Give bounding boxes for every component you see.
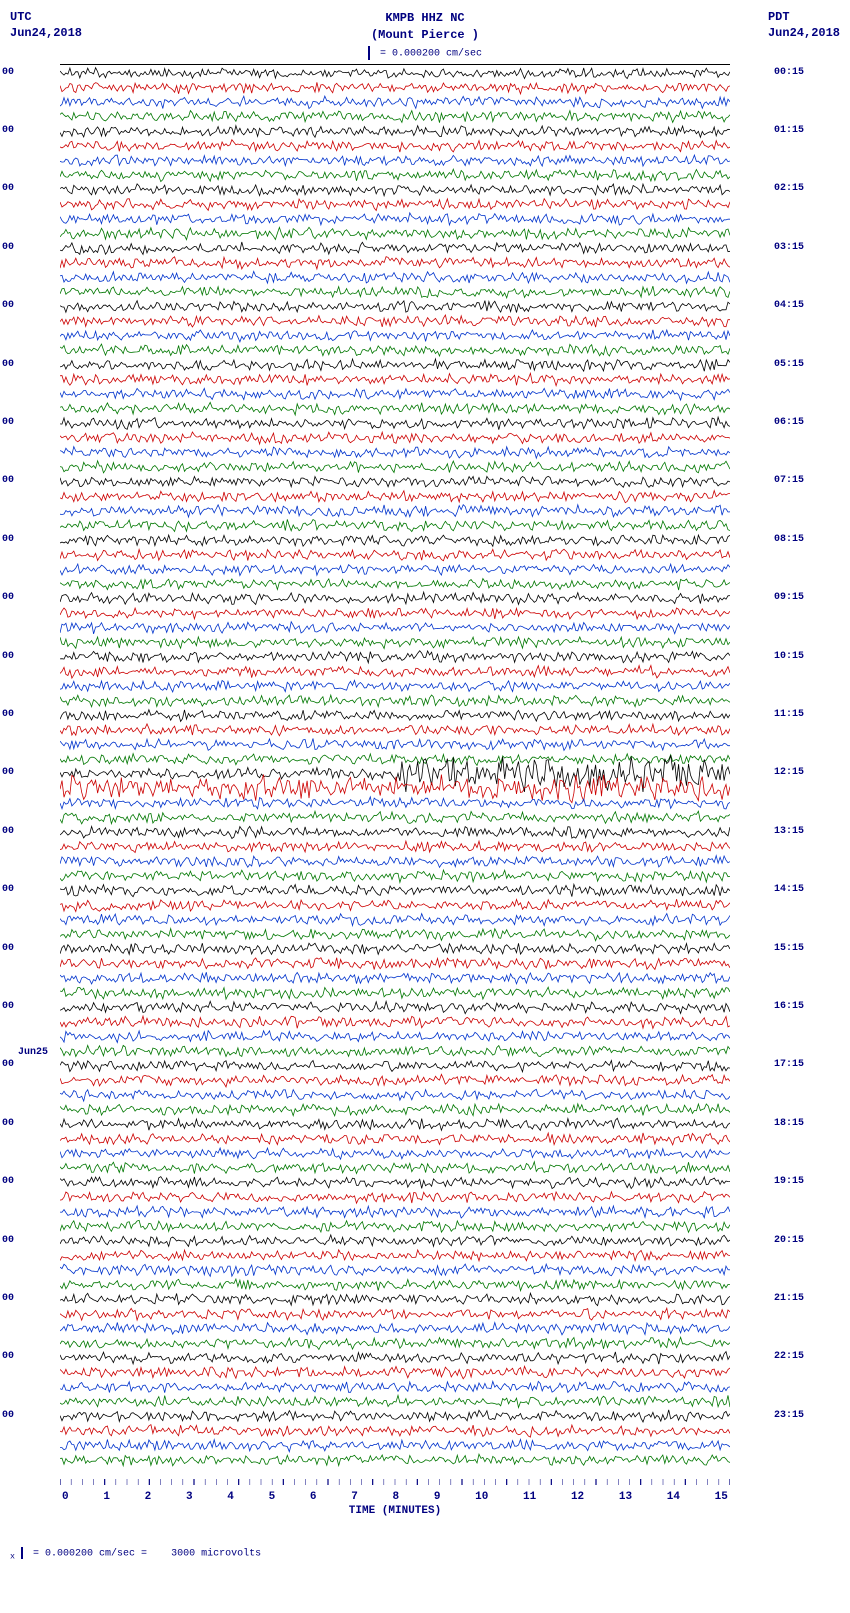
pdt-hour-label: 11:15 [774, 709, 804, 720]
pdt-label: PDT [768, 10, 840, 26]
utc-date: Jun24,2018 [10, 26, 82, 42]
x-tick: 11 [523, 1491, 536, 1503]
pdt-hour-label: 07:15 [774, 475, 804, 486]
utc-hour-label: 19:00 [0, 767, 14, 778]
utc-hour-label: 11:00 [0, 300, 14, 311]
scale-bar-icon [368, 46, 370, 60]
seismogram-plot: 07:0008:0009:0010:0011:0012:0013:0014:00… [60, 64, 730, 1485]
utc-hour-label: 00:00 [0, 1059, 14, 1070]
pdt-hour-label: 03:15 [774, 242, 804, 253]
x-tick: 14 [667, 1491, 680, 1503]
utc-hour-label: 05:00 [0, 1351, 14, 1362]
x-tick: 4 [227, 1491, 234, 1503]
x-tick: 6 [310, 1491, 317, 1503]
pdt-hour-label: 16:15 [774, 1001, 804, 1012]
footer-scale: x = 0.000200 cm/sec = 3000 microvolts [10, 1547, 840, 1562]
utc-hour-label: 12:00 [0, 359, 14, 370]
header-right: PDT Jun24,2018 [768, 10, 840, 41]
header-center: KMPB HHZ NC (Mount Pierce ) [371, 10, 479, 44]
utc-hour-label: 09:00 [0, 183, 14, 194]
pdt-hour-label: 19:15 [774, 1176, 804, 1187]
pdt-hour-label: 10:15 [774, 651, 804, 662]
date-change-label: Jun25 [18, 1047, 48, 1058]
utc-hour-label: 06:00 [0, 1410, 14, 1421]
scale-bar-icon [21, 1547, 23, 1559]
utc-hour-label: 07:00 [0, 67, 14, 78]
utc-hour-label: 04:00 [0, 1293, 14, 1304]
x-axis: 0123456789101112131415 TIME (MINUTES) [60, 1491, 730, 1517]
x-tick: 2 [145, 1491, 152, 1503]
scale-indicator: = 0.000200 cm/sec [10, 46, 840, 60]
x-tick: 7 [351, 1491, 358, 1503]
x-axis-label: TIME (MINUTES) [60, 1505, 730, 1517]
utc-hour-label: 20:00 [0, 826, 14, 837]
pdt-hour-label: 17:15 [774, 1059, 804, 1070]
x-tick: 10 [475, 1491, 488, 1503]
pdt-hour-label: 22:15 [774, 1351, 804, 1362]
x-tick: 9 [434, 1491, 441, 1503]
pdt-hour-label: 04:15 [774, 300, 804, 311]
station-id: KMPB HHZ NC [371, 10, 479, 27]
x-axis-ticks: 0123456789101112131415 [60, 1491, 730, 1503]
pdt-hour-label: 23:15 [774, 1410, 804, 1421]
utc-hour-label: 18:00 [0, 709, 14, 720]
utc-hour-label: 15:00 [0, 534, 14, 545]
pdt-hour-label: 14:15 [774, 884, 804, 895]
pdt-hour-label: 06:15 [774, 417, 804, 428]
x-tick: 1 [103, 1491, 110, 1503]
utc-label: UTC [10, 10, 82, 26]
footer-prefix: = 0.000200 cm/sec = [33, 1548, 147, 1559]
utc-hour-label: 02:00 [0, 1176, 14, 1187]
utc-hour-label: 16:00 [0, 592, 14, 603]
seismogram-svg [60, 65, 730, 1485]
utc-hour-label: 13:00 [0, 417, 14, 428]
x-tick: 8 [393, 1491, 400, 1503]
pdt-hour-label: 12:15 [774, 767, 804, 778]
pdt-hour-label: 01:15 [774, 125, 804, 136]
x-tick: 12 [571, 1491, 584, 1503]
pdt-hour-label: 18:15 [774, 1118, 804, 1129]
x-tick: 15 [715, 1491, 728, 1503]
station-location: (Mount Pierce ) [371, 27, 479, 44]
utc-hour-label: 21:00 [0, 884, 14, 895]
pdt-hour-label: 05:15 [774, 359, 804, 370]
x-tick: 0 [62, 1491, 69, 1503]
scale-text: = 0.000200 cm/sec [380, 48, 482, 59]
utc-hour-label: 17:00 [0, 651, 14, 662]
pdt-hour-label: 13:15 [774, 826, 804, 837]
utc-hour-label: 22:00 [0, 943, 14, 954]
pdt-hour-label: 21:15 [774, 1293, 804, 1304]
x-tick: 13 [619, 1491, 632, 1503]
x-tick: 3 [186, 1491, 193, 1503]
pdt-hour-label: 08:15 [774, 534, 804, 545]
header-left: UTC Jun24,2018 [10, 10, 82, 41]
footer-suffix: 3000 microvolts [171, 1548, 261, 1559]
x-tick: 5 [269, 1491, 276, 1503]
utc-hour-label: 10:00 [0, 242, 14, 253]
utc-hour-label: 01:00 [0, 1118, 14, 1129]
pdt-hour-label: 20:15 [774, 1235, 804, 1246]
pdt-hour-label: 00:15 [774, 67, 804, 78]
pdt-hour-label: 15:15 [774, 943, 804, 954]
pdt-hour-label: 09:15 [774, 592, 804, 603]
utc-hour-label: 14:00 [0, 475, 14, 486]
header: UTC Jun24,2018 KMPB HHZ NC (Mount Pierce… [10, 10, 840, 44]
pdt-date: Jun24,2018 [768, 26, 840, 42]
utc-hour-label: 08:00 [0, 125, 14, 136]
pdt-hour-label: 02:15 [774, 183, 804, 194]
utc-hour-label: 23:00 [0, 1001, 14, 1012]
utc-hour-label: 03:00 [0, 1235, 14, 1246]
